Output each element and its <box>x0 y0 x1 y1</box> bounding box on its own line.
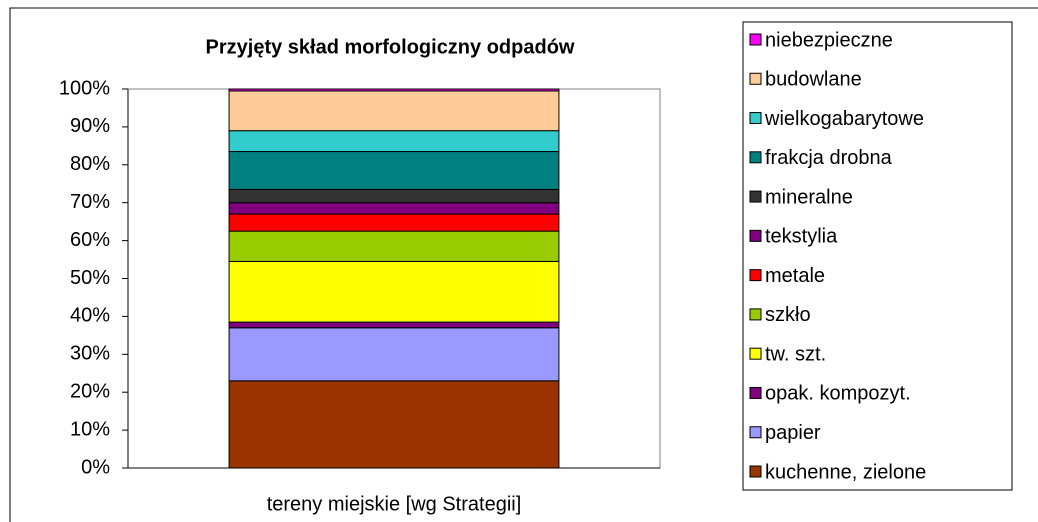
legend-label: opak. kompozyt. <box>765 383 911 405</box>
legend-label: wielkogabarytowe <box>764 108 924 130</box>
legend-swatch <box>749 347 762 360</box>
y-tick-label: 60% <box>70 229 110 251</box>
bar-segment <box>228 88 560 92</box>
legend-label: papier <box>765 422 821 444</box>
y-tick-label: 90% <box>70 115 110 137</box>
bar-segment <box>228 188 560 204</box>
legend-label: frakcja drobna <box>765 147 893 169</box>
bar-segment <box>228 327 560 382</box>
y-tick-label: 40% <box>70 305 110 327</box>
y-tick-label: 70% <box>70 191 110 213</box>
y-tick-label: 10% <box>70 418 110 440</box>
legend-swatch <box>749 190 762 203</box>
y-tick-label: 0% <box>81 456 110 478</box>
legend-label: kuchenne, zielone <box>765 461 926 483</box>
bar-segment <box>228 151 560 190</box>
legend-swatch <box>749 72 762 85</box>
legend-label: budowlane <box>765 69 862 91</box>
legend-swatch <box>749 112 762 125</box>
legend-label: niebezpieczne <box>765 29 893 51</box>
legend <box>742 21 1013 491</box>
bar-segment <box>228 130 560 153</box>
chart-title: Przyjęty skład morfologiczny odpadów <box>206 36 575 58</box>
y-tick-label: 50% <box>70 267 110 289</box>
bar-segment <box>228 213 560 232</box>
legend-label: szkło <box>765 304 811 326</box>
y-tick-label: 100% <box>59 77 110 99</box>
legend-swatch <box>749 269 762 282</box>
legend-swatch <box>749 465 762 478</box>
bar-segment <box>228 260 560 323</box>
legend-swatch <box>749 229 762 242</box>
y-tick-label: 80% <box>70 153 110 175</box>
legend-swatch <box>749 33 762 46</box>
bar-segment <box>228 230 560 262</box>
x-tick-label: tereny miejskie [wg Strategii] <box>267 493 522 515</box>
legend-swatch <box>749 151 762 164</box>
bar-segment <box>228 90 560 132</box>
legend-swatch <box>749 426 762 439</box>
legend-label: mineralne <box>765 186 853 208</box>
legend-swatch <box>749 386 762 399</box>
y-tick-label: 30% <box>70 343 110 365</box>
legend-label: tw. szt. <box>765 343 826 365</box>
legend-label: metale <box>765 265 825 287</box>
bar-segment <box>228 321 560 329</box>
bar-segment <box>228 380 560 469</box>
y-tick-label: 20% <box>70 380 110 402</box>
legend-label: tekstylia <box>765 226 838 248</box>
legend-swatch <box>749 308 762 321</box>
bar-segment <box>228 202 560 215</box>
